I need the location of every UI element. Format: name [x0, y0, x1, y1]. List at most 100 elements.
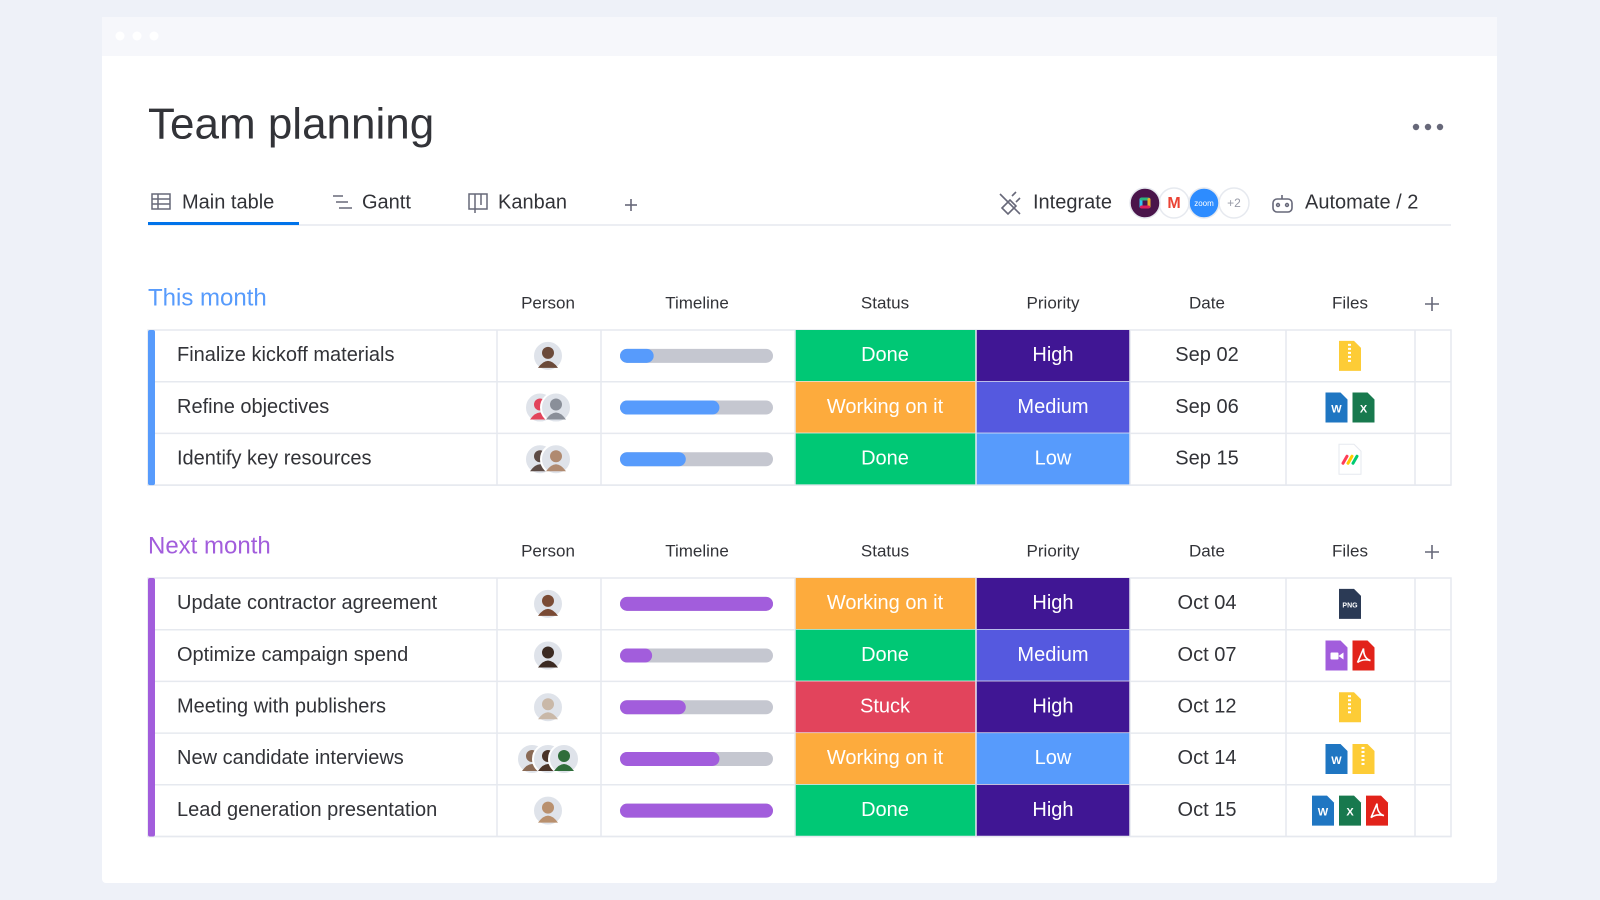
timeline-progress	[620, 348, 654, 363]
zipper	[1361, 746, 1365, 749]
priority-cell	[976, 578, 1130, 630]
file-icon[interactable]	[1325, 640, 1348, 671]
file-icon[interactable]	[1338, 443, 1362, 475]
priority-cell	[976, 381, 1130, 434]
avatar-body	[546, 412, 566, 420]
date: Oct 14	[1178, 747, 1237, 769]
date: Oct 04	[1178, 592, 1237, 614]
file-label: PNG	[1342, 603, 1358, 610]
task-name: Identify key resources	[177, 448, 372, 470]
dot	[1412, 123, 1420, 131]
table-row[interactable]: Meeting with publishers Stuck High Oct 12	[148, 681, 1451, 734]
priority-cell	[976, 784, 1130, 837]
timeline-progress	[620, 596, 773, 611]
status-cell	[795, 681, 976, 734]
priority-cell	[976, 629, 1130, 682]
table-row[interactable]: Identify key resources Done Low Sep 15	[148, 433, 1451, 486]
status-cell	[795, 433, 976, 486]
task-name: Refine objectives	[177, 396, 329, 418]
priority-label: Low	[1035, 747, 1072, 769]
avatar-body	[538, 608, 558, 616]
table-row[interactable]: Lead generation presentation Done High Oct …	[148, 784, 1451, 838]
file-icon[interactable]	[1352, 743, 1375, 774]
column-header: Date	[1189, 293, 1225, 312]
file-label: W	[1331, 403, 1342, 415]
task-name: Optimize campaign spend	[177, 644, 408, 666]
status-cell	[795, 629, 976, 682]
table-row[interactable]: Finalize kickoff materials Done High Sep 02	[148, 330, 1451, 383]
kanban-icon	[468, 193, 488, 213]
priority-label: Medium	[1017, 644, 1088, 666]
avatar-body	[538, 360, 558, 368]
status-cell	[795, 784, 976, 837]
slack-mark	[1140, 205, 1150, 209]
file-icon[interactable]: X	[1352, 392, 1375, 423]
zipper	[1348, 359, 1351, 362]
add-column[interactable]	[1425, 297, 1439, 311]
date: Oct 07	[1178, 644, 1237, 666]
file-icon[interactable]: W	[1312, 795, 1334, 826]
avatar-body	[554, 763, 574, 771]
file-icon[interactable]: W	[1325, 743, 1348, 774]
status-label: Working on it	[827, 747, 944, 769]
file-shape	[1339, 795, 1361, 826]
file-shape	[1339, 588, 1361, 619]
table-icon	[151, 193, 171, 210]
group-title[interactable]: Next month	[148, 532, 271, 559]
zipper	[1361, 762, 1365, 765]
avatar-head	[542, 594, 554, 607]
column-header: Priority	[1027, 293, 1080, 312]
priority-label: High	[1032, 799, 1073, 821]
view-tab[interactable]: Main table	[182, 191, 274, 213]
zipper	[1348, 347, 1351, 350]
file-icon[interactable]	[1339, 692, 1361, 723]
more-menu[interactable]	[1412, 123, 1444, 131]
table-row[interactable]: Optimize campaign spend Done Medium Oct 07	[148, 629, 1451, 683]
avatar-head	[542, 346, 554, 359]
status-cell	[795, 381, 976, 434]
timeline-progress	[620, 452, 686, 467]
timeline-progress	[620, 700, 686, 715]
file-icon[interactable]: PNG	[1339, 588, 1361, 619]
monday-mark	[1341, 454, 1349, 465]
file-icon[interactable]: W	[1325, 392, 1348, 423]
timeline-track	[620, 348, 773, 363]
date: Sep 02	[1175, 344, 1238, 366]
monday-mark	[1351, 454, 1359, 465]
status-label: Done	[861, 448, 909, 470]
add-column[interactable]	[1425, 545, 1439, 559]
priority-label: High	[1032, 344, 1073, 366]
avatar-head	[542, 646, 554, 659]
date: Oct 12	[1178, 696, 1237, 718]
priority-cell	[976, 330, 1130, 382]
zipper	[1348, 711, 1351, 714]
avatar-head	[550, 398, 562, 411]
priority-cell	[976, 733, 1130, 785]
active-tab-underline	[148, 222, 299, 225]
view-tab[interactable]: Gantt	[362, 191, 411, 213]
file-label: W	[1331, 755, 1342, 767]
file-icon[interactable]	[1339, 340, 1361, 371]
avatar-body	[546, 464, 566, 472]
file-icon[interactable]: X	[1339, 795, 1361, 826]
column-header: Files	[1332, 541, 1368, 560]
group-title[interactable]: This month	[148, 284, 267, 311]
table-row[interactable]: Update contractor agreement Working on it…	[148, 578, 1451, 631]
add-view[interactable]	[625, 199, 637, 211]
file-shape	[1366, 795, 1388, 826]
status-label: Done	[861, 799, 909, 821]
automate-button[interactable]: Automate / 2	[1305, 191, 1418, 213]
file-shape	[1352, 392, 1375, 423]
file-icon[interactable]	[1366, 795, 1388, 826]
view-tab[interactable]: Kanban	[498, 191, 567, 213]
integrate-button[interactable]: Integrate	[1033, 191, 1112, 213]
column-header: Person	[521, 293, 575, 312]
table-row[interactable]: Refine objectives Working on it Medium Sep …	[148, 381, 1451, 435]
avatar-head	[542, 698, 554, 711]
file-shape	[1352, 640, 1375, 671]
column-header: Timeline	[665, 293, 729, 312]
file-icon[interactable]	[1352, 640, 1375, 671]
pdf-mark	[1356, 648, 1371, 664]
status-label: Stuck	[860, 696, 911, 718]
status-cell	[795, 330, 976, 382]
